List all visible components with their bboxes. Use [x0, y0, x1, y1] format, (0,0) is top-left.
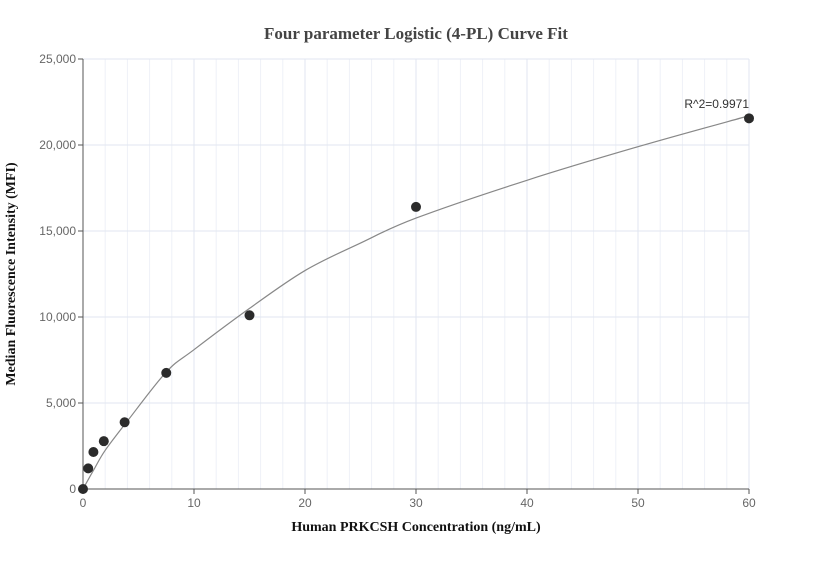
- x-axis-label: Human PRKCSH Concentration (ng/mL): [291, 520, 541, 535]
- data-point: [88, 447, 99, 458]
- x-tick-label: 10: [187, 496, 201, 510]
- y-tick-label: 15,000: [39, 224, 76, 238]
- data-point: [411, 201, 421, 212]
- x-tick-label: 50: [631, 496, 645, 510]
- y-tick-label: 10,000: [39, 310, 76, 324]
- y-tick-label: 0: [69, 482, 76, 496]
- data-point: [78, 484, 88, 494]
- data-point: [119, 417, 130, 428]
- x-tick-label: 20: [298, 496, 312, 510]
- x-tick-label: 60: [742, 496, 756, 510]
- data-point: [161, 367, 172, 378]
- y-tick-label: 5,000: [46, 396, 76, 410]
- r-squared-annotation: R^2=0.9971: [684, 97, 749, 111]
- chart-title: Four parameter Logistic (4-PL) Curve Fit: [264, 24, 568, 43]
- data-point: [83, 463, 94, 474]
- y-tick-label: 20,000: [39, 138, 76, 152]
- x-tick-label: 30: [409, 496, 423, 510]
- x-tick-label: 0: [80, 496, 87, 510]
- fit-curve: [82, 115, 750, 490]
- x-tick-label: 40: [520, 496, 534, 510]
- y-tick-label: 25,000: [39, 52, 76, 66]
- data-point: [98, 436, 109, 447]
- data-point: [744, 113, 754, 124]
- data-point: [244, 310, 255, 321]
- y-axis-label: Median Fluorescence Intensity (MFI): [4, 162, 19, 386]
